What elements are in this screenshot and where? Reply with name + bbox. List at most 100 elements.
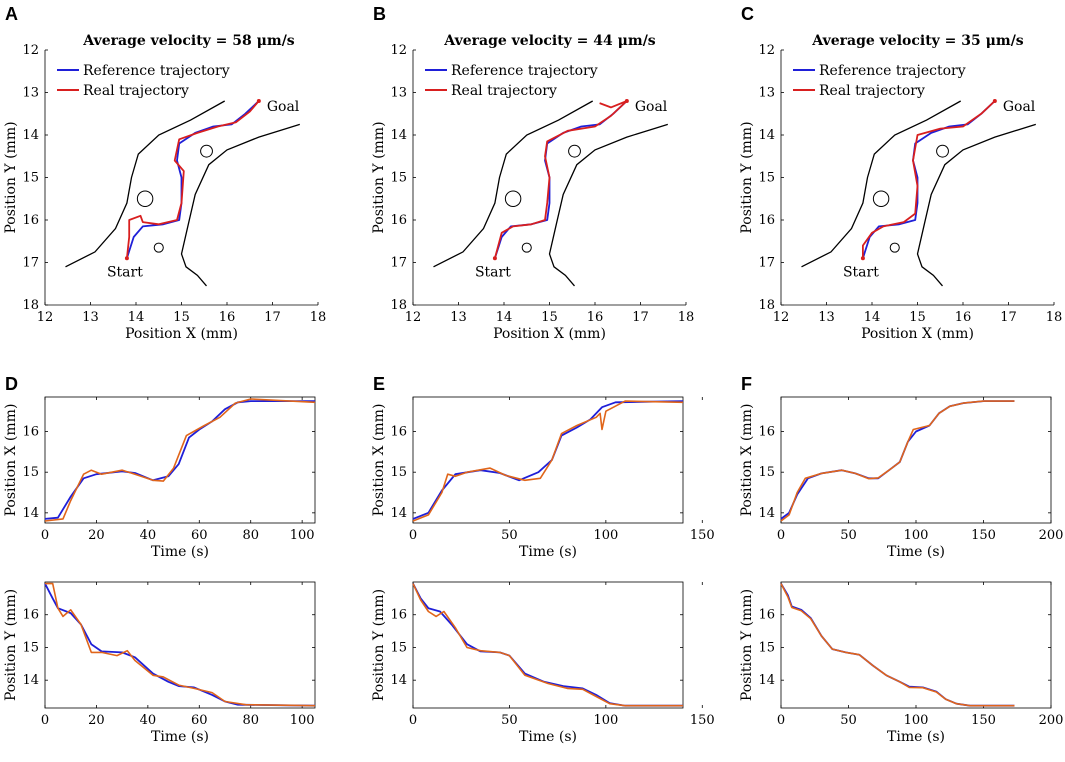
obstacle: [568, 144, 581, 158]
x-tick-label: 40: [140, 528, 157, 543]
real-trajectory-line: [494, 100, 628, 259]
goal-marker: [256, 99, 261, 103]
y-tick-label: 16: [758, 608, 775, 623]
x-tick-label: 15: [909, 310, 926, 325]
plot-frame: [44, 581, 316, 709]
y-tick-label: 12: [22, 43, 39, 58]
y-tick-label: 16: [22, 608, 39, 623]
x-tick-label: 16: [587, 310, 604, 325]
legend-reference-label: Reference trajectory: [819, 63, 966, 79]
x-tick-label: 20: [88, 528, 105, 543]
y-tick-label: 14: [758, 128, 775, 143]
obstacle: [936, 144, 949, 158]
obstacle: [889, 242, 900, 253]
obstacle: [872, 190, 890, 207]
x-tick-label: 150: [971, 713, 996, 728]
y-axis-label: Position Y (mm): [371, 121, 387, 233]
x-axis-label: Position X (mm): [493, 326, 606, 342]
y-axis-label: Position Y (mm): [3, 589, 19, 701]
y-axis-label: Position X (mm): [371, 404, 387, 517]
x-tick-label: 12: [773, 310, 790, 325]
x-axis-label: Time (s): [887, 729, 945, 745]
y-axis-label: Position X (mm): [3, 404, 19, 517]
goal-marker: [992, 99, 997, 103]
goal-marker: [624, 99, 629, 103]
real-series-line: [412, 400, 684, 522]
start-marker: [860, 256, 865, 261]
y-tick-label: 15: [22, 171, 39, 186]
y-tick-label: 14: [390, 506, 407, 521]
y-axis-label: Position Y (mm): [739, 589, 755, 701]
goal-label: Goal: [1003, 99, 1036, 115]
y-tick-label: 14: [758, 673, 775, 688]
legend-reference-label: Reference trajectory: [451, 63, 598, 79]
x-time-panel-1: 0 20 40 60 80 100 14 15 16 Time (s) Position X (mm…: [3, 396, 316, 560]
x-tick-label: 50: [840, 713, 857, 728]
y-tick-label: 15: [758, 465, 775, 480]
y-tick-label: 13: [390, 86, 407, 101]
panel-letter-b: B: [373, 4, 386, 24]
x-tick-label: 200: [1039, 713, 1064, 728]
real-trajectory-line: [862, 100, 996, 259]
y-tick-label: 12: [390, 43, 407, 58]
reference-trajectory-line: [494, 100, 628, 259]
reference-series-line: [412, 583, 683, 707]
x-axis-label: Time (s): [151, 729, 209, 745]
x-tick-label: 13: [818, 310, 835, 325]
x-tick-label: 0: [409, 528, 417, 543]
x-tick-label: 14: [128, 310, 145, 325]
y-tick-label: 16: [22, 425, 39, 440]
y-tick-label: 14: [390, 673, 407, 688]
x-tick-label: 17: [1000, 310, 1017, 325]
y-tick-label: 15: [390, 465, 407, 480]
y-tick-label: 16: [758, 425, 775, 440]
trajectory-panel-1: Average velocity = 58 μm/s 12 13 14 15 16 17 18…: [3, 33, 326, 342]
panel-letter-f: F: [741, 374, 752, 394]
channel-wall-right: [916, 123, 1036, 287]
legend-real-label: Real trajectory: [83, 83, 189, 99]
start-marker: [124, 256, 129, 261]
channel-wall-left: [65, 100, 226, 268]
reference-series-line: [780, 583, 1015, 707]
trajectory-panel-2: Average velocity = 44 μm/s 12 13 14 15 16 17 18…: [371, 33, 694, 342]
y-time-panel-2: 0 50 100 150 14 15 16 Time (s) Position Y (mm): [371, 581, 715, 745]
x-tick-label: 200: [1039, 528, 1064, 543]
y-tick-label: 15: [22, 640, 39, 655]
x-tick-label: 100: [904, 528, 929, 543]
y-tick-label: 15: [390, 640, 407, 655]
x-tick-label: 150: [971, 528, 996, 543]
x-tick-label: 150: [690, 713, 715, 728]
legend-real-label: Real trajectory: [451, 83, 557, 99]
trajectory-panel-3: Average velocity = 35 μm/s 12 13 14 15 16 17 18…: [739, 33, 1062, 342]
x-tick-label: 50: [840, 528, 857, 543]
x-axis-label: Time (s): [519, 729, 577, 745]
legend-reference-label: Reference trajectory: [83, 63, 230, 79]
x-axis-label: Position X (mm): [861, 326, 974, 342]
y-tick-label: 18: [390, 298, 407, 313]
panel-letter-d: D: [5, 374, 18, 394]
x-tick-label: 13: [82, 310, 99, 325]
x-tick-label: 13: [450, 310, 467, 325]
x-tick-label: 17: [264, 310, 281, 325]
y-tick-label: 14: [758, 506, 775, 521]
panel-title: Average velocity = 58 μm/s: [82, 33, 295, 49]
x-tick-label: 20: [88, 713, 105, 728]
x-tick-label: 12: [405, 310, 422, 325]
y-time-panel-3: 0 50 100 150 200 14 15 16 Time (s) Position Y (mm…: [739, 581, 1064, 745]
plot-frame: [412, 581, 684, 709]
x-tick-label: 60: [191, 528, 208, 543]
x-tick-label: 15: [541, 310, 558, 325]
y-tick-label: 14: [22, 506, 39, 521]
legend-real-label: Real trajectory: [819, 83, 925, 99]
x-tick-label: 16: [219, 310, 236, 325]
y-tick-label: 17: [22, 256, 39, 271]
panel-title: Average velocity = 35 μm/s: [811, 33, 1024, 49]
real-series-line: [45, 582, 316, 707]
x-time-panel-2: 0 50 100 150 14 15 16 Time (s) Position X (mm): [371, 396, 715, 560]
y-tick-label: 17: [758, 256, 775, 271]
x-tick-label: 18: [310, 310, 327, 325]
channel-wall-left: [801, 100, 962, 268]
x-tick-label: 0: [41, 528, 49, 543]
channel-wall-left: [433, 100, 594, 268]
